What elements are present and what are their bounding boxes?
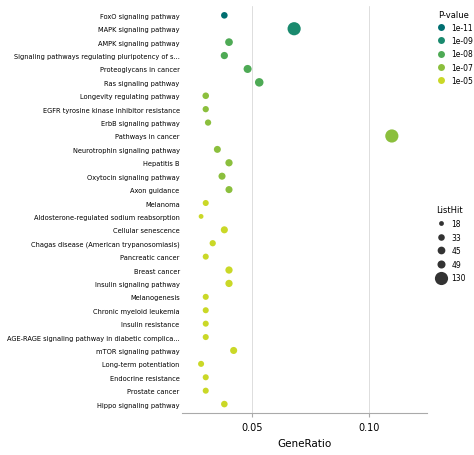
Point <box>204 120 212 127</box>
Point <box>197 213 205 221</box>
Point <box>202 374 210 381</box>
Point <box>220 400 228 408</box>
Point <box>220 53 228 60</box>
Point <box>388 133 396 140</box>
Point <box>202 200 210 207</box>
Point <box>244 66 251 73</box>
Point <box>202 320 210 328</box>
Point <box>255 80 263 87</box>
Point <box>225 280 233 288</box>
Point <box>202 387 210 394</box>
X-axis label: GeneRatio: GeneRatio <box>277 438 332 448</box>
Point <box>202 106 210 114</box>
Point <box>214 147 221 154</box>
Point <box>202 93 210 100</box>
Legend: 18, 33, 45, 49, 130: 18, 33, 45, 49, 130 <box>433 206 466 283</box>
Point <box>225 160 233 167</box>
Point <box>202 334 210 341</box>
Point <box>225 40 233 47</box>
Point <box>220 227 228 234</box>
Point <box>230 347 237 354</box>
Point <box>209 240 217 248</box>
Point <box>225 187 233 194</box>
Point <box>225 267 233 274</box>
Point <box>220 13 228 20</box>
Point <box>202 253 210 261</box>
Point <box>202 293 210 301</box>
Point <box>218 173 226 181</box>
Point <box>202 307 210 314</box>
Point <box>197 360 205 368</box>
Point <box>291 26 298 33</box>
